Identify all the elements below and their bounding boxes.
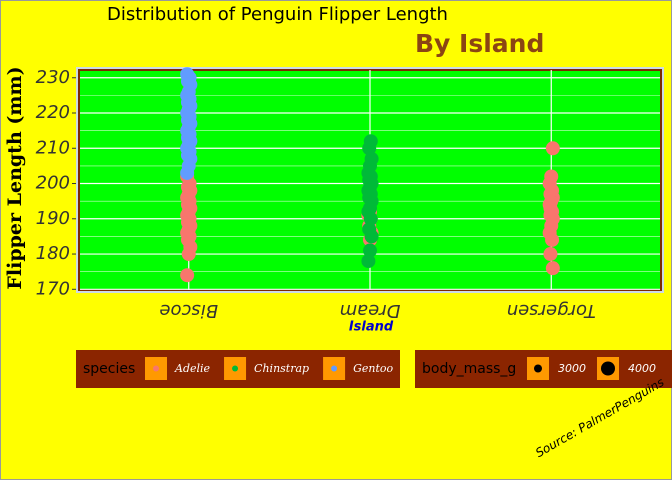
y-axis-title: Flipper Length (mm) [4,66,26,289]
point [180,268,195,283]
point [545,261,560,276]
point [545,141,560,156]
size-legend-label: 4000 [628,362,656,375]
points [180,67,560,283]
size-legend-title: body_mass_g [422,361,516,377]
point [543,247,558,262]
y-tick-label: 230 [36,67,70,88]
y-tick-label: 190 [36,208,70,229]
point [364,151,379,166]
legend-label: Gentoo [353,362,393,375]
legend: Adelie Chinstrap Gentoo [145,357,394,380]
size-legend: 3000 4000 [527,357,656,380]
size-legend-swatch [534,364,542,373]
chart-title: Distribution of Penguin Flipper Length [107,4,448,25]
point [543,201,558,216]
y-tick-label: 210 [36,137,70,158]
legend-title: species [83,361,135,377]
size-legend-swatch [601,361,615,376]
x-tick-label: Torgersen [507,300,596,321]
point [544,169,559,184]
point [180,67,195,82]
legend-label: Adelie [174,362,211,375]
legend-swatch [331,365,338,372]
x-axis-title: Island [349,320,394,335]
point [362,222,377,237]
point [363,134,378,149]
size-legend-label: 3000 [558,362,586,375]
legend-label: Chinstrap [254,362,309,375]
y-tick-label: 200 [36,173,70,194]
x-tick-label: Dream [340,300,401,321]
y-tick-label: 220 [36,102,70,123]
legend-swatch [232,365,239,372]
legend-swatch [153,365,159,372]
y-tick-label: 180 [36,243,70,264]
point [363,243,377,258]
chart-subtitle: By Island [415,29,544,58]
y-tick-label: 170 [36,278,70,299]
point [361,254,376,269]
x-tick-label: Biscoe [159,300,218,321]
